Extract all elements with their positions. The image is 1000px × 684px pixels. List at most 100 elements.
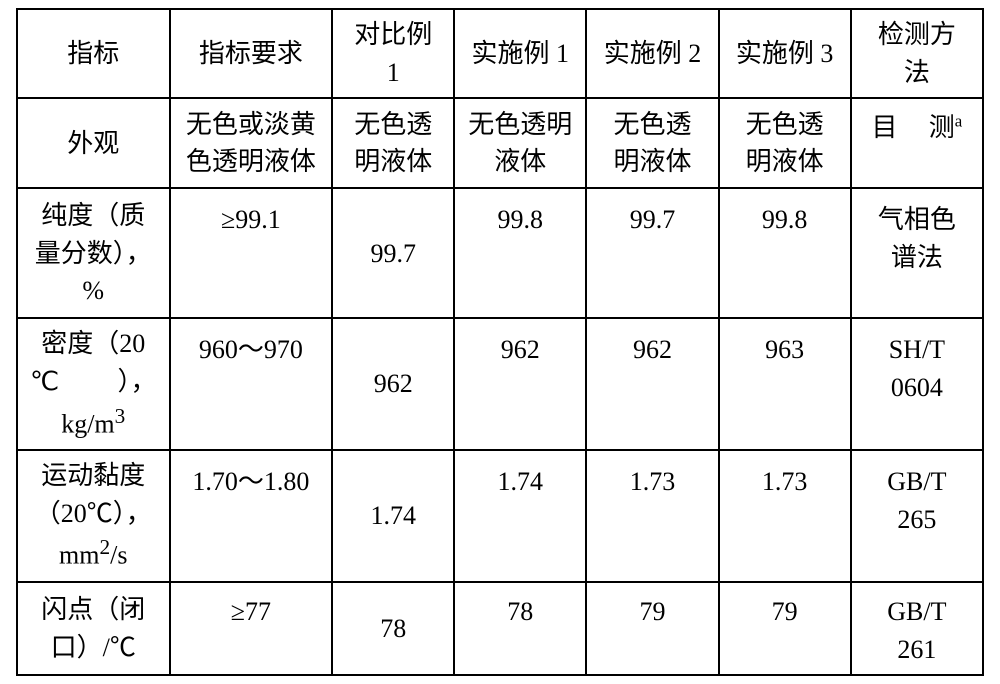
- text: 1.73: [630, 467, 676, 496]
- cell-ex2: 99.7: [586, 188, 718, 318]
- text: ≥99.1: [221, 205, 281, 234]
- cell-method: GB/T 261: [851, 582, 983, 675]
- text: 闪点（闭: [41, 595, 145, 624]
- text: 纯度（质: [41, 201, 145, 230]
- col-ex2-label: 实施例 2: [604, 39, 702, 68]
- unit-sup: 2: [99, 535, 110, 559]
- text: 色透明液体: [186, 147, 316, 176]
- text: kg/m: [61, 409, 114, 438]
- cell-metric: 运动黏度 （20℃）， mm2/s: [17, 450, 170, 582]
- table-row: 纯度（质 量分数）， % ≥99.1 99.7 99.8 99.7 99.8 气…: [17, 188, 983, 318]
- text: 962: [374, 369, 413, 398]
- text: 无色透: [746, 110, 824, 139]
- text: 液体: [494, 147, 546, 176]
- text: 99.7: [370, 239, 416, 268]
- cell-ex3: 99.8: [719, 188, 851, 318]
- text: 1.70～1.80: [192, 467, 309, 496]
- text: 明液体: [613, 147, 691, 176]
- text: /s: [110, 541, 127, 570]
- table-container: 指标 指标要求 对比例 1 实施例 1 实施例 2 实施例 3 检测方 法 外观…: [0, 0, 1000, 684]
- col-ex1-label: 实施例 1: [472, 39, 570, 68]
- text: 无色或淡黄: [186, 110, 316, 139]
- cell-ex3: 963: [719, 318, 851, 450]
- text: 口）/℃: [51, 633, 136, 662]
- text: 960～970: [199, 335, 303, 364]
- text: 99.8: [498, 205, 544, 234]
- cell-ex2: 1.73: [586, 450, 718, 582]
- text: 78: [380, 614, 406, 643]
- text: 1.74: [370, 501, 416, 530]
- cell-ex2: 79: [586, 582, 718, 675]
- cell-ex2: 无色透 明液体: [586, 98, 718, 188]
- text: 明液体: [354, 147, 432, 176]
- col-cmp1: 对比例 1: [332, 9, 454, 98]
- text: 79: [639, 597, 665, 626]
- text: ），: [118, 363, 165, 401]
- text: 99.7: [630, 205, 676, 234]
- text: 1.73: [762, 467, 808, 496]
- cell-cmp1: 78: [332, 582, 454, 675]
- cell-method: 目测a: [851, 98, 983, 188]
- cell-method: GB/T 265: [851, 450, 983, 582]
- text: 99.8: [762, 205, 808, 234]
- table-row: 外观 无色或淡黄 色透明液体 无色透 明液体 无色透明 液体 无色透 明液体 无…: [17, 98, 983, 188]
- cell-method: 气相色 谱法: [851, 188, 983, 318]
- text: 外观: [67, 129, 119, 158]
- text: 无色透明: [468, 110, 572, 139]
- table-row: 运动黏度 （20℃）， mm2/s 1.70～1.80 1.74 1.74 1.…: [17, 450, 983, 582]
- cell-cmp1: 1.74: [332, 450, 454, 582]
- text: 1.74: [498, 467, 544, 496]
- text: 963: [765, 335, 804, 364]
- cell-ex1: 78: [454, 582, 586, 675]
- text: 78: [507, 597, 533, 626]
- text: 谱法: [891, 243, 943, 272]
- table-header-row: 指标 指标要求 对比例 1 实施例 1 实施例 2 实施例 3 检测方 法: [17, 9, 983, 98]
- cell-metric: 密度（20 ℃ ）， kg/m3: [17, 318, 170, 450]
- cell-ex2: 962: [586, 318, 718, 450]
- col-metric-label: 指标: [67, 39, 119, 68]
- text: （20℃），: [35, 499, 152, 528]
- text: 无色透: [354, 110, 432, 139]
- cell-metric: 纯度（质 量分数）， %: [17, 188, 170, 318]
- col-cmp1-label-1: 对比例: [354, 20, 432, 49]
- spec-table: 指标 指标要求 对比例 1 实施例 1 实施例 2 实施例 3 检测方 法 外观…: [16, 8, 984, 676]
- col-method-label-1: 检测方: [878, 20, 956, 49]
- cell-metric: 外观: [17, 98, 170, 188]
- text: 目: [872, 109, 929, 147]
- cell-ex1: 962: [454, 318, 586, 450]
- cell-ex3: 无色透 明液体: [719, 98, 851, 188]
- text: 测: [929, 113, 955, 142]
- cell-req: 无色或淡黄 色透明液体: [170, 98, 333, 188]
- col-ex3-label: 实施例 3: [736, 39, 834, 68]
- text: 明液体: [746, 147, 824, 176]
- table-row: 闪点（闭 口）/℃ ≥77 78 78 79 79 GB/T 261: [17, 582, 983, 675]
- text: ℃: [30, 367, 59, 396]
- col-method: 检测方 法: [851, 9, 983, 98]
- text: GB/T: [887, 597, 946, 626]
- cell-req: ≥99.1: [170, 188, 333, 318]
- cell-ex3: 79: [719, 582, 851, 675]
- text: mm: [59, 541, 99, 570]
- cell-ex3: 1.73: [719, 450, 851, 582]
- col-ex3: 实施例 3: [719, 9, 851, 98]
- text: SH/T: [889, 335, 945, 364]
- cell-ex1: 99.8: [454, 188, 586, 318]
- cell-req: 960～970: [170, 318, 333, 450]
- text: 962: [633, 335, 672, 364]
- text: 261: [897, 635, 936, 664]
- col-ex1: 实施例 1: [454, 9, 586, 98]
- text: 气相色: [878, 205, 956, 234]
- text: GB/T: [887, 467, 946, 496]
- col-req: 指标要求: [170, 9, 333, 98]
- text: 962: [501, 335, 540, 364]
- cell-ex1: 1.74: [454, 450, 586, 582]
- col-ex2: 实施例 2: [586, 9, 718, 98]
- text: 量分数），: [35, 239, 152, 268]
- text: 79: [772, 597, 798, 626]
- text: 无色透: [613, 110, 691, 139]
- cell-cmp1: 962: [332, 318, 454, 450]
- text: %: [82, 276, 104, 305]
- text: 密度（20: [41, 329, 145, 358]
- col-cmp1-label-2: 1: [387, 58, 400, 87]
- text: 运动黏度: [41, 461, 145, 490]
